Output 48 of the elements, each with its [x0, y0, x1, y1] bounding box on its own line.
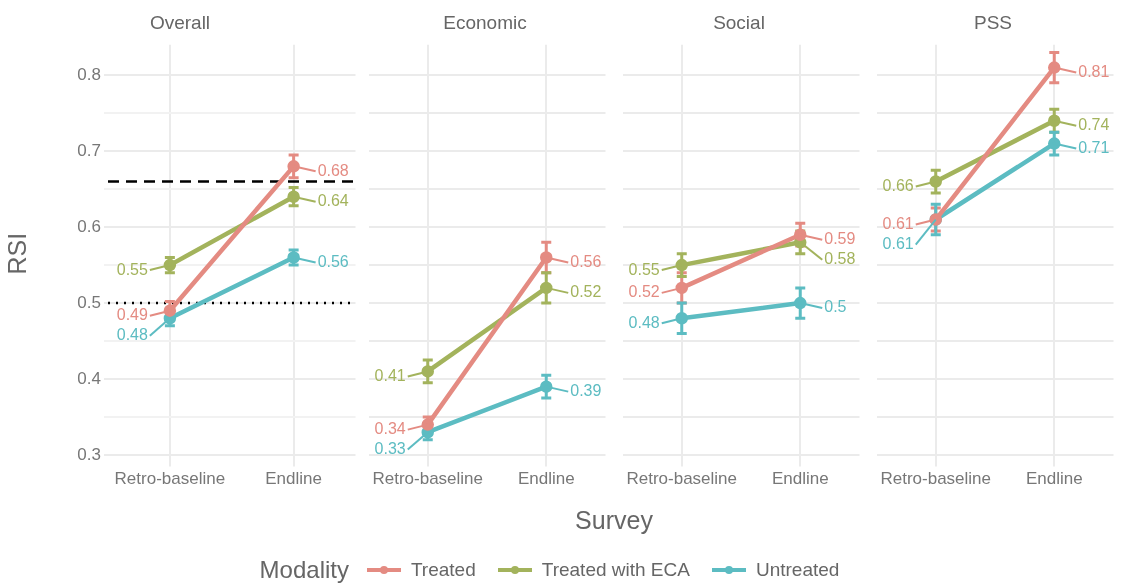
- x-tick-label: Retro-baseline: [880, 469, 992, 489]
- data-label: 0.56: [570, 252, 602, 270]
- y-tick-label: 0.3: [77, 444, 101, 464]
- text: Survey: [574, 506, 654, 535]
- chart-title: PSS: [973, 11, 1013, 33]
- chart-title: Social: [713, 11, 765, 33]
- data-label: 0.58: [824, 250, 856, 268]
- x-tick-label: Retro-baseline: [372, 469, 484, 489]
- data-label: 0.68: [317, 161, 349, 179]
- y-tick-label: 0.6: [77, 216, 101, 236]
- x-tick-label: Retro-baseline: [114, 469, 226, 489]
- data-label: 0.48: [628, 313, 660, 331]
- data-label: 0.5: [824, 298, 847, 316]
- x-tick-label: Endline: [265, 469, 322, 489]
- data-label: 0.56: [317, 252, 349, 270]
- y-tick-label: 0.4: [77, 368, 101, 388]
- data-label: 0.61: [882, 234, 914, 252]
- data-label: 0.41: [374, 366, 406, 384]
- x-tick-label: Endline: [771, 469, 829, 489]
- data-label: 0.61: [882, 214, 914, 232]
- data-label: 0.48: [116, 326, 148, 344]
- data-label: 0.52: [628, 283, 660, 301]
- legend-label: Treated: [410, 559, 476, 581]
- data-label: 0.59: [824, 230, 856, 248]
- y-tick-label: 0.5: [77, 292, 101, 312]
- data-label: 0.34: [374, 420, 406, 438]
- y-tick-label: 0.8: [77, 64, 101, 84]
- data-label: 0.55: [116, 260, 148, 278]
- data-label: 0.66: [882, 176, 914, 194]
- y-axis-title: RSI: [2, 232, 31, 275]
- data-label: 0.52: [570, 283, 602, 301]
- y-tick-label: 0.7: [77, 140, 101, 160]
- legend-label: Treated with ECA: [541, 559, 690, 581]
- legend-title: Modality: [259, 556, 349, 584]
- data-label: 0.49: [116, 306, 148, 324]
- legend-label: Untreated: [755, 559, 840, 581]
- data-label: 0.33: [374, 440, 406, 458]
- x-tick-label: Endline: [1025, 469, 1083, 489]
- data-label: 0.81: [1078, 63, 1110, 80]
- data-label: 0.74: [1078, 116, 1110, 134]
- chart-title: Economic: [443, 11, 527, 33]
- x-tick-label: Retro-baseline: [626, 469, 738, 489]
- data-label: 0.39: [570, 382, 602, 400]
- chart-title: Overall: [149, 11, 211, 33]
- data-label: 0.64: [317, 192, 349, 210]
- data-label: 0.71: [1078, 138, 1110, 156]
- x-tick-label: Endline: [517, 469, 575, 489]
- data-label: 0.55: [628, 260, 660, 278]
